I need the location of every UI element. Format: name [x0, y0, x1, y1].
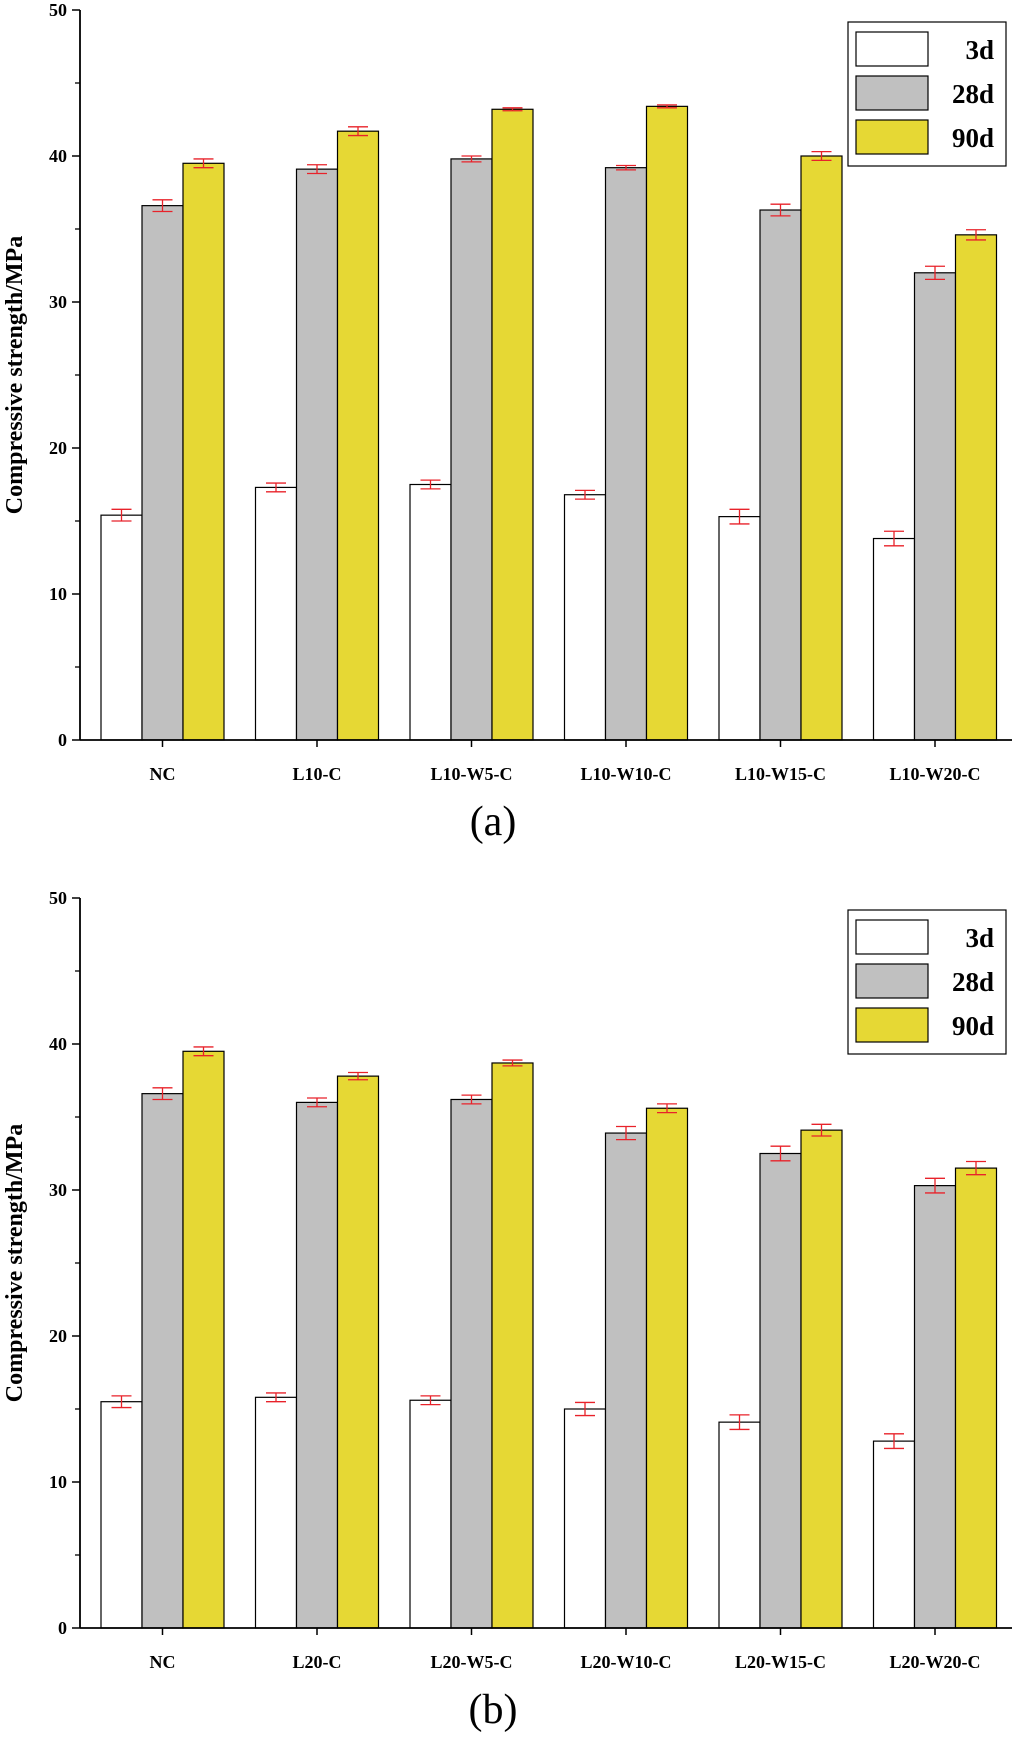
bar: [563, 1408, 607, 1629]
bar: [759, 209, 802, 741]
y-tick-label: 30: [49, 1180, 67, 1200]
bar: [182, 162, 225, 741]
legend-label: 28d: [952, 79, 994, 109]
legend-label: 90d: [952, 123, 994, 153]
bar: [450, 1098, 493, 1629]
x-tick-label: L20-W20-C: [890, 1652, 981, 1672]
x-tick-label: L20-C: [293, 1652, 342, 1672]
y-tick-label: 50: [49, 0, 67, 20]
y-tick-label: 0: [58, 730, 67, 750]
bar: [718, 516, 761, 741]
bar: [336, 1075, 380, 1629]
bar: [872, 1440, 916, 1629]
y-tick-label: 0: [58, 1618, 67, 1638]
bar: [759, 1152, 802, 1629]
bar: [254, 486, 298, 741]
x-tick-label: L20-W15-C: [735, 1652, 826, 1672]
legend-swatch: [855, 919, 929, 955]
x-tick-label: NC: [150, 764, 176, 784]
panel-label: (b): [469, 1687, 518, 1733]
panel-label: (a): [470, 799, 517, 845]
bar: [491, 108, 534, 741]
bar: [604, 1132, 648, 1629]
bar: [800, 1129, 843, 1629]
x-tick-label: L10-W10-C: [581, 764, 672, 784]
bar: [141, 205, 184, 741]
legend-swatch: [855, 119, 929, 155]
x-tick-label: NC: [150, 1652, 176, 1672]
legend-label: 3d: [965, 923, 994, 953]
bar: [409, 1399, 452, 1629]
bar: [100, 1401, 143, 1629]
bar: [336, 130, 380, 741]
bar: [141, 1093, 184, 1629]
bar: [182, 1050, 225, 1629]
x-tick-label: L10-W5-C: [431, 764, 513, 784]
bar: [409, 483, 452, 741]
y-axis-label: Compressive strength/MPa: [2, 236, 28, 514]
bar: [913, 272, 957, 741]
legend-swatch: [855, 963, 929, 999]
legend-label: 3d: [965, 35, 994, 65]
legend-label: 90d: [952, 1011, 994, 1041]
chart-panel-1: NC L20-C L20-W5-C L20-W10-C L20-W15-C L20-W20…: [2, 888, 1012, 1672]
legend-swatch: [855, 75, 929, 111]
y-axis-label: Compressive strength/MPa: [2, 1124, 28, 1402]
bar: [491, 1062, 534, 1629]
bar: [954, 234, 998, 741]
bar: [604, 167, 648, 741]
x-tick-label: L20-W10-C: [581, 1652, 672, 1672]
bar: [295, 168, 339, 741]
bar: [645, 1107, 689, 1629]
y-tick-label: 50: [49, 888, 67, 908]
bar: [100, 514, 143, 741]
y-tick-label: 10: [49, 584, 67, 604]
chart-panel-0: NC L10-C L10-W5-C L10-W10-C L10-W15-C L10-W20…: [2, 0, 1012, 784]
bar: [450, 158, 493, 741]
x-tick-label: L10-W20-C: [890, 764, 981, 784]
bar: [800, 155, 843, 741]
bar: [645, 105, 689, 741]
bar: [254, 1396, 298, 1629]
y-tick-label: 40: [49, 1034, 67, 1054]
bar: [913, 1185, 957, 1629]
x-tick-label: L20-W5-C: [431, 1652, 513, 1672]
bar: [295, 1101, 339, 1629]
y-tick-label: 20: [49, 438, 67, 458]
y-tick-label: 40: [49, 146, 67, 166]
y-tick-label: 20: [49, 1326, 67, 1346]
legend-label: 28d: [952, 967, 994, 997]
y-tick-label: 10: [49, 1472, 67, 1492]
x-tick-label: L10-W15-C: [735, 764, 826, 784]
bar: [563, 494, 607, 741]
bar: [872, 537, 916, 741]
y-tick-label: 30: [49, 292, 67, 312]
bar: [718, 1421, 761, 1629]
legend-swatch: [855, 1007, 929, 1043]
bar: [954, 1167, 998, 1629]
legend-swatch: [855, 31, 929, 67]
x-tick-label: L10-C: [293, 764, 342, 784]
